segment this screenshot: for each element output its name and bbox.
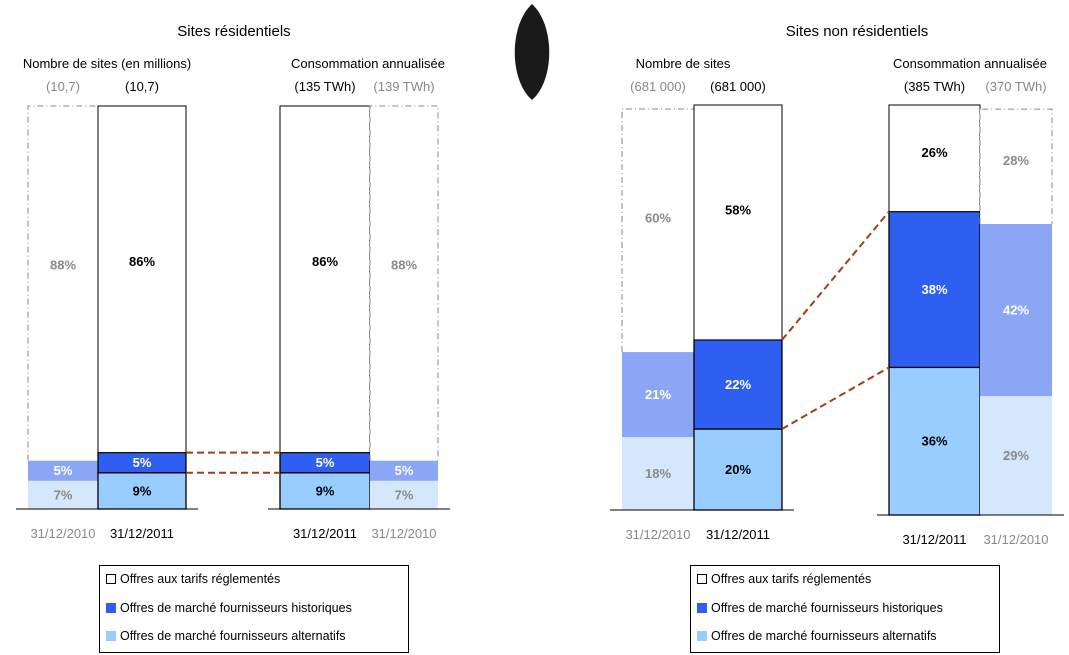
data-label-alternative: 18% xyxy=(645,466,671,481)
chart-title: Sites résidentiels xyxy=(177,23,290,40)
bar-outline-2010 xyxy=(621,108,695,353)
bar-segment-historic xyxy=(888,210,981,369)
chart-title: Sites non résidentiels xyxy=(786,23,929,40)
data-label-alternative: 36% xyxy=(921,434,947,449)
legend-residential: Offres aux tarifs réglementés Offres de … xyxy=(99,565,409,653)
bar-segment-alternative xyxy=(97,472,187,510)
data-label-historic: 38% xyxy=(921,282,947,297)
legend-label-alternative: Offres de marché fournisseurs alternatif… xyxy=(711,629,937,643)
bar-outline-2010 xyxy=(369,105,439,461)
data-label-regulated: 86% xyxy=(129,254,155,269)
legend-non-residential: Offres aux tarifs réglementés Offres de … xyxy=(690,565,1000,653)
legend-label-alternative: Offres de marché fournisseurs alternatif… xyxy=(120,629,346,643)
bar-segment-alternative xyxy=(370,480,438,509)
legend-label-regulated: Offres aux tarifs réglementés xyxy=(711,572,872,586)
legend-item-alternative: Offres de marché fournisseurs alternatif… xyxy=(697,629,937,643)
category-label: 31/12/2010 xyxy=(371,526,436,541)
bar-segment-regulated xyxy=(28,106,98,461)
bar-segment-historic xyxy=(693,339,783,430)
bar-segment-alternative xyxy=(28,480,98,509)
bar-segment-alternative xyxy=(622,437,694,510)
bar-segment-regulated xyxy=(279,105,371,454)
data-label-regulated: 28% xyxy=(1003,153,1029,168)
data-label-historic: 22% xyxy=(725,377,751,392)
bar-total-label: (135 TWh) xyxy=(294,79,355,94)
bar-total-label: (370 TWh) xyxy=(985,79,1046,94)
category-label: 31/12/2010 xyxy=(625,527,690,542)
data-label-alternative: 29% xyxy=(1003,448,1029,463)
data-label-alternative: 9% xyxy=(133,483,152,498)
legend-label-historic: Offres de marché fournisseurs historique… xyxy=(711,601,943,615)
data-label-alternative: 7% xyxy=(395,487,414,502)
legend-item-regulated: Offres aux tarifs réglementés xyxy=(106,572,280,586)
bar-segment-alternative xyxy=(693,428,783,511)
bar-total-label: (10,7) xyxy=(46,79,80,94)
swatch-regulated xyxy=(106,574,116,584)
chart-subtitle: Consommation annualisée xyxy=(893,56,1047,71)
bar-segment-regulated xyxy=(622,109,694,353)
data-label-alternative: 20% xyxy=(725,462,751,477)
bar-total-label: (385 TWh) xyxy=(904,79,965,94)
swatch-alternative xyxy=(697,631,707,641)
data-label-regulated: 88% xyxy=(50,258,76,273)
swatch-historic xyxy=(697,603,707,613)
category-label: 31/12/2011 xyxy=(110,526,174,541)
connector-top xyxy=(781,210,890,341)
bar-outline-2010 xyxy=(979,108,1053,224)
legend-item-regulated: Offres aux tarifs réglementés xyxy=(697,572,871,586)
bar-total-label: (10,7) xyxy=(125,79,159,94)
legend-item-historic: Offres de marché fournisseurs historique… xyxy=(697,601,943,615)
data-label-alternative: 9% xyxy=(316,483,335,498)
data-label-historic: 5% xyxy=(133,455,152,470)
data-label-historic: 5% xyxy=(316,455,335,470)
data-label-regulated: 58% xyxy=(725,203,751,218)
data-label-historic: 42% xyxy=(1003,303,1029,318)
legend-label-historic: Offres de marché fournisseurs historique… xyxy=(120,601,352,615)
separator-leaf-shape xyxy=(514,4,550,100)
data-label-regulated: 88% xyxy=(391,258,417,273)
bar-total-label: (139 TWh) xyxy=(373,79,434,94)
bar-total-label: (681 000) xyxy=(630,79,686,94)
category-label: 31/12/2010 xyxy=(30,526,95,541)
data-label-regulated: 86% xyxy=(312,254,338,269)
category-label: 31/12/2011 xyxy=(706,527,770,542)
category-label: 31/12/2011 xyxy=(293,526,357,541)
bar-segment-historic xyxy=(28,460,98,481)
swatch-regulated xyxy=(697,574,707,584)
swatch-alternative xyxy=(106,631,116,641)
chart-subtitle: Nombre de sites (en millions) xyxy=(23,56,191,71)
data-label-alternative: 7% xyxy=(54,487,73,502)
bar-segment-historic xyxy=(622,352,694,438)
legend-label-regulated: Offres aux tarifs réglementés xyxy=(120,572,281,586)
bar-segment-regulated xyxy=(980,109,1052,224)
bar-segment-regulated xyxy=(693,104,783,341)
connector-bottom xyxy=(781,366,890,430)
bar-total-label: (681 000) xyxy=(710,79,766,94)
chart-subtitle: Consommation annualisée xyxy=(291,56,445,71)
bar-segment-regulated xyxy=(888,104,981,213)
data-label-regulated: 26% xyxy=(921,145,947,160)
data-label-historic: 5% xyxy=(54,463,73,478)
data-label-regulated: 60% xyxy=(645,210,671,225)
bar-segment-historic xyxy=(370,460,438,481)
legend-item-historic: Offres de marché fournisseurs historique… xyxy=(106,601,352,615)
bar-segment-alternative xyxy=(980,396,1052,515)
data-label-historic: 5% xyxy=(395,463,414,478)
category-label: 31/12/2011 xyxy=(902,532,966,547)
swatch-historic xyxy=(106,603,116,613)
chart-subtitle: Nombre de sites xyxy=(636,56,731,71)
data-label-historic: 21% xyxy=(645,387,671,402)
bar-segment-historic xyxy=(980,223,1052,397)
bar-segment-regulated xyxy=(370,106,438,461)
bar-segment-regulated xyxy=(97,105,187,454)
category-label: 31/12/2010 xyxy=(983,532,1048,547)
legend-item-alternative: Offres de marché fournisseurs alternatif… xyxy=(106,629,346,643)
